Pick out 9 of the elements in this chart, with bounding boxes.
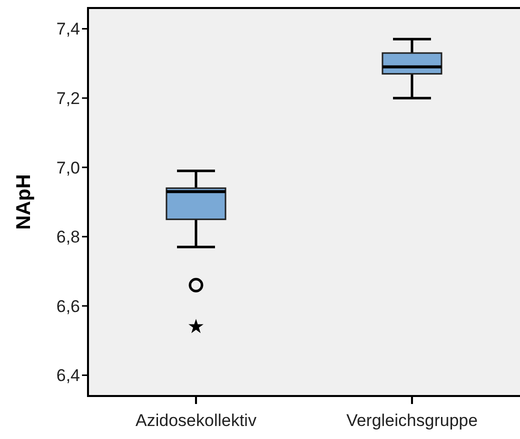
x-tick-label: Vergleichsgruppe (346, 411, 478, 430)
y-tick-label: 7,4 (56, 20, 80, 39)
y-tick-label: 6,6 (56, 296, 80, 316)
y-tick-label: 6,8 (56, 228, 80, 247)
y-tick-label: 6,4 (56, 366, 80, 386)
y-tick-label: 7,2 (56, 89, 80, 108)
y-axis-title: NApH (13, 174, 35, 230)
x-tick-label: Azidosekollektiv (136, 411, 257, 430)
y-tick-label: 7,0 (56, 158, 80, 178)
